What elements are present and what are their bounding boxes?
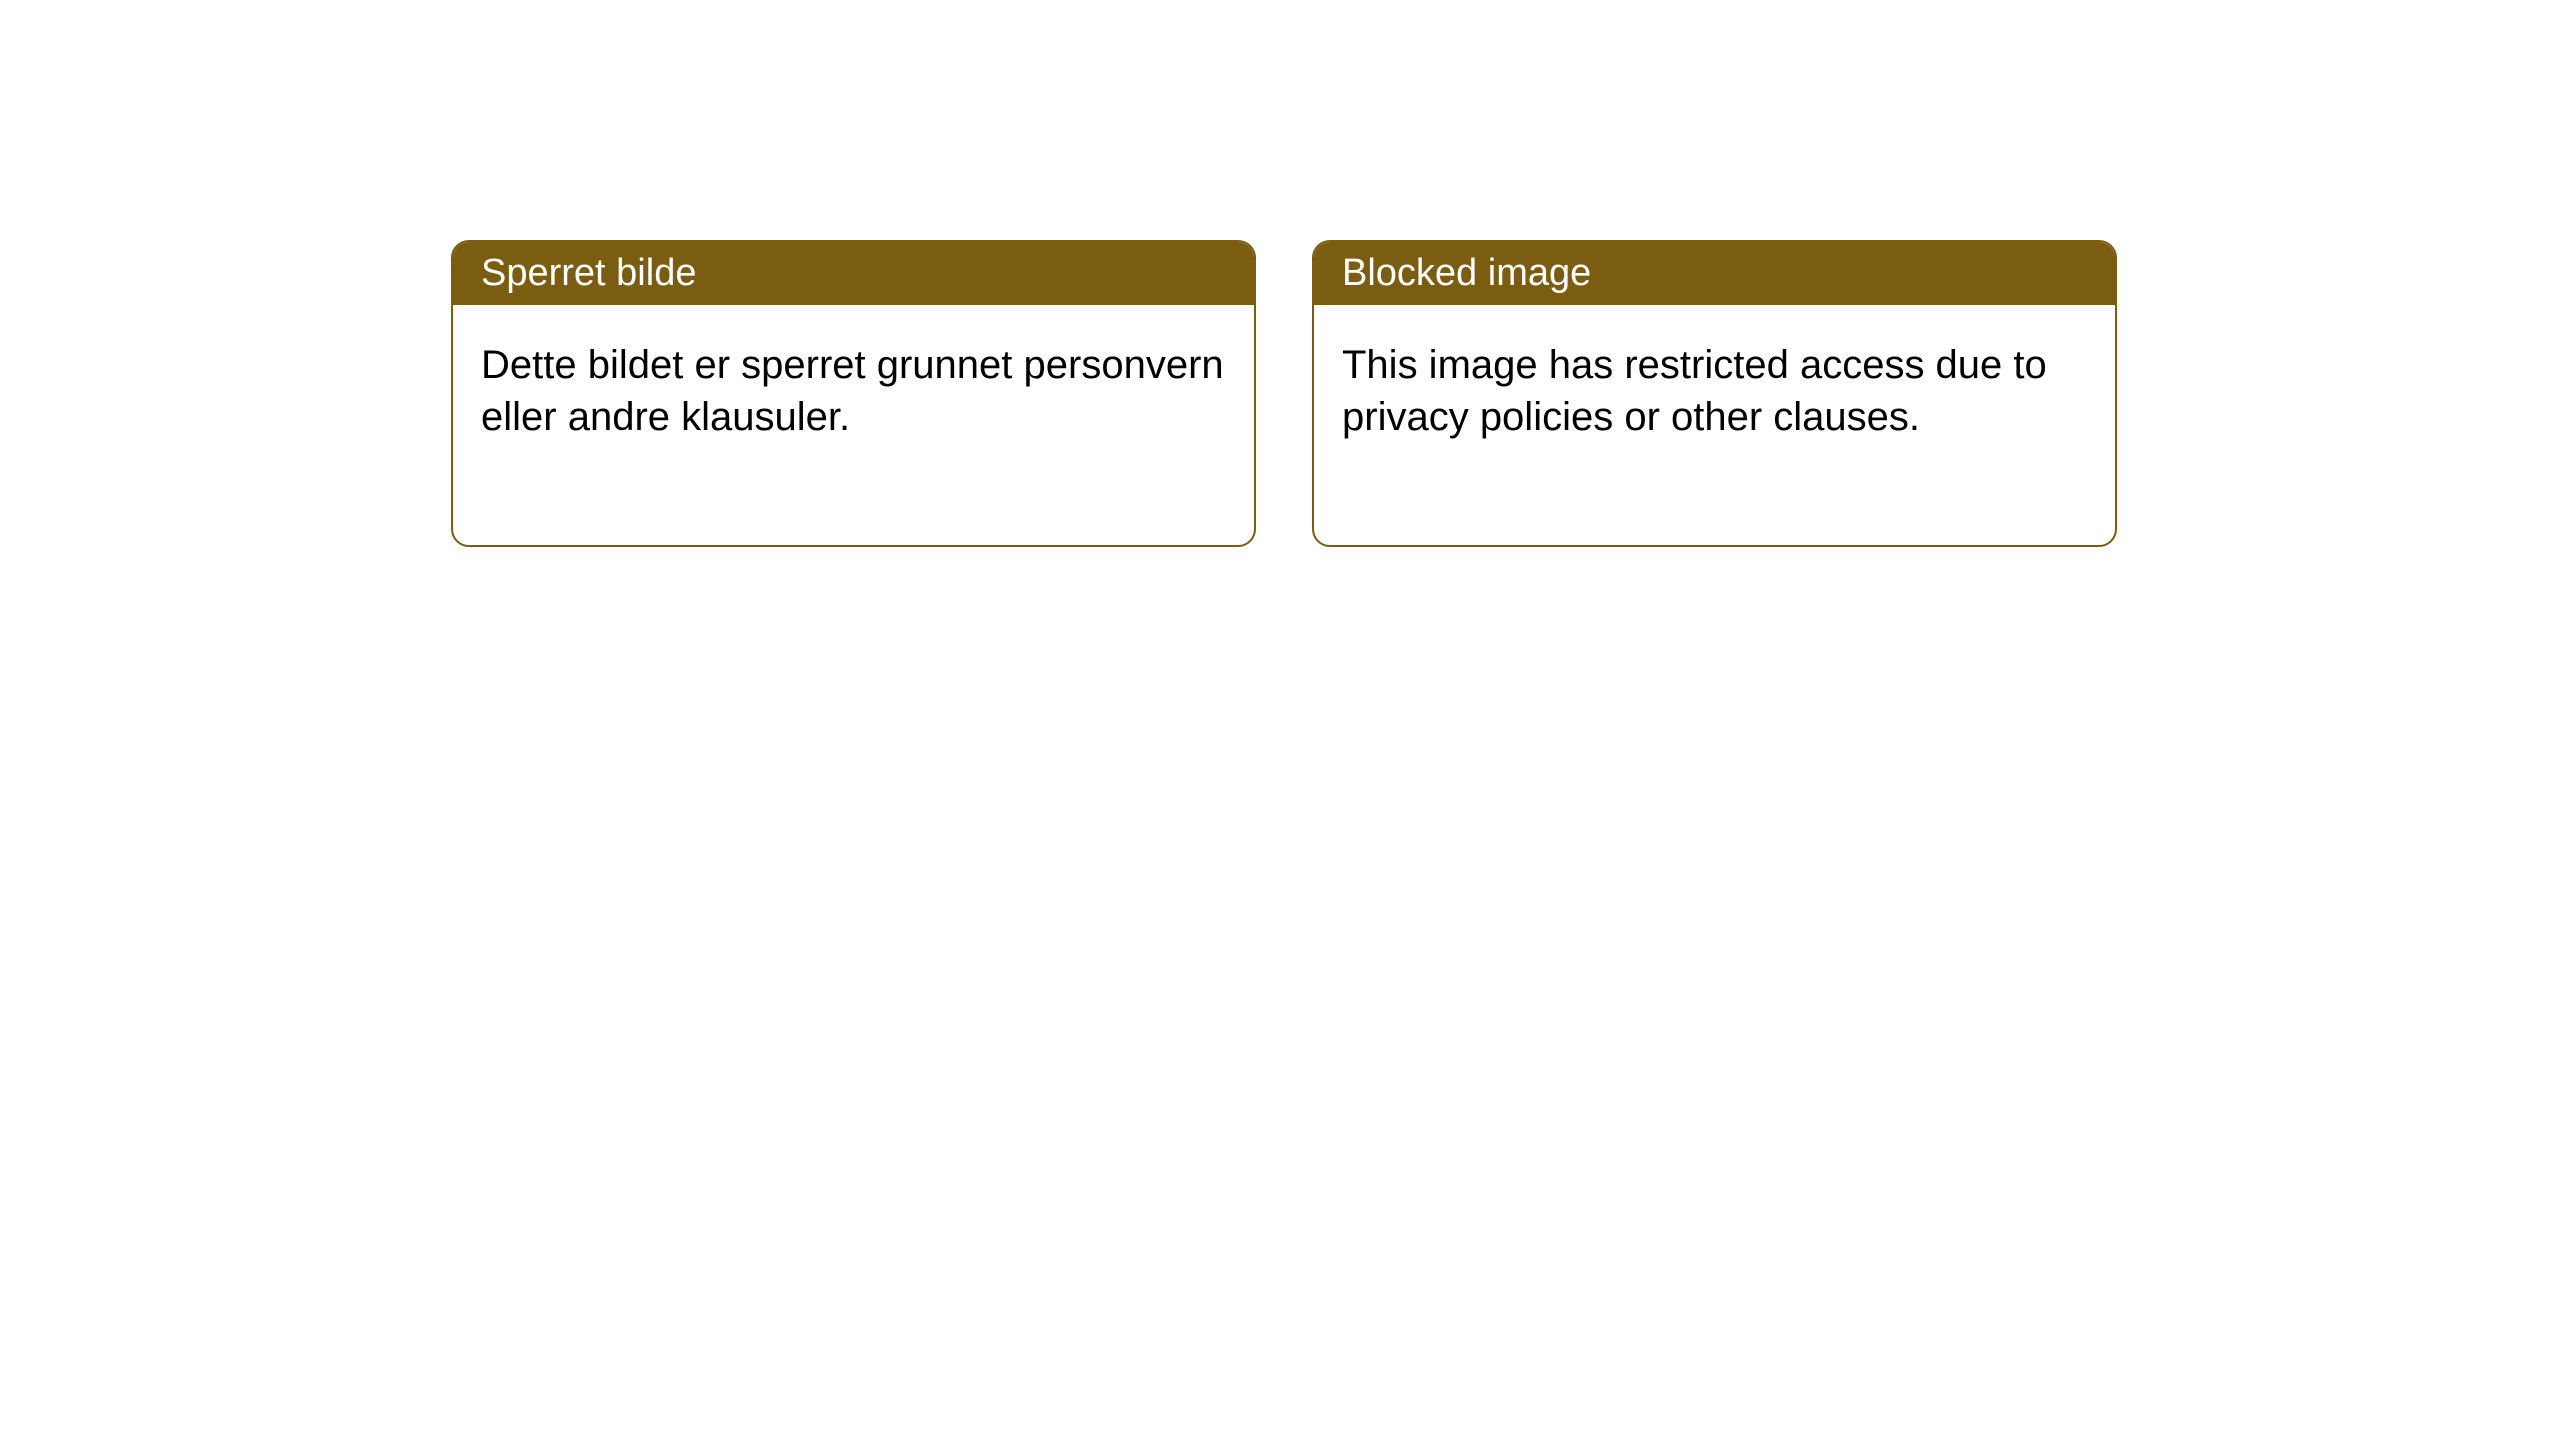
notice-card-header: Sperret bilde: [453, 242, 1254, 305]
notice-body-text: This image has restricted access due to …: [1342, 343, 2047, 439]
notice-card-norwegian: Sperret bilde Dette bildet er sperret gr…: [451, 240, 1256, 547]
notice-title: Blocked image: [1342, 252, 1591, 294]
notice-card-body: Dette bildet er sperret grunnet personve…: [453, 305, 1254, 545]
notice-title: Sperret bilde: [481, 252, 696, 294]
notice-card-body: This image has restricted access due to …: [1314, 305, 2115, 545]
notice-card-english: Blocked image This image has restricted …: [1312, 240, 2117, 547]
notice-card-header: Blocked image: [1314, 242, 2115, 305]
notice-container: Sperret bilde Dette bildet er sperret gr…: [0, 0, 2560, 547]
notice-body-text: Dette bildet er sperret grunnet personve…: [481, 343, 1224, 439]
